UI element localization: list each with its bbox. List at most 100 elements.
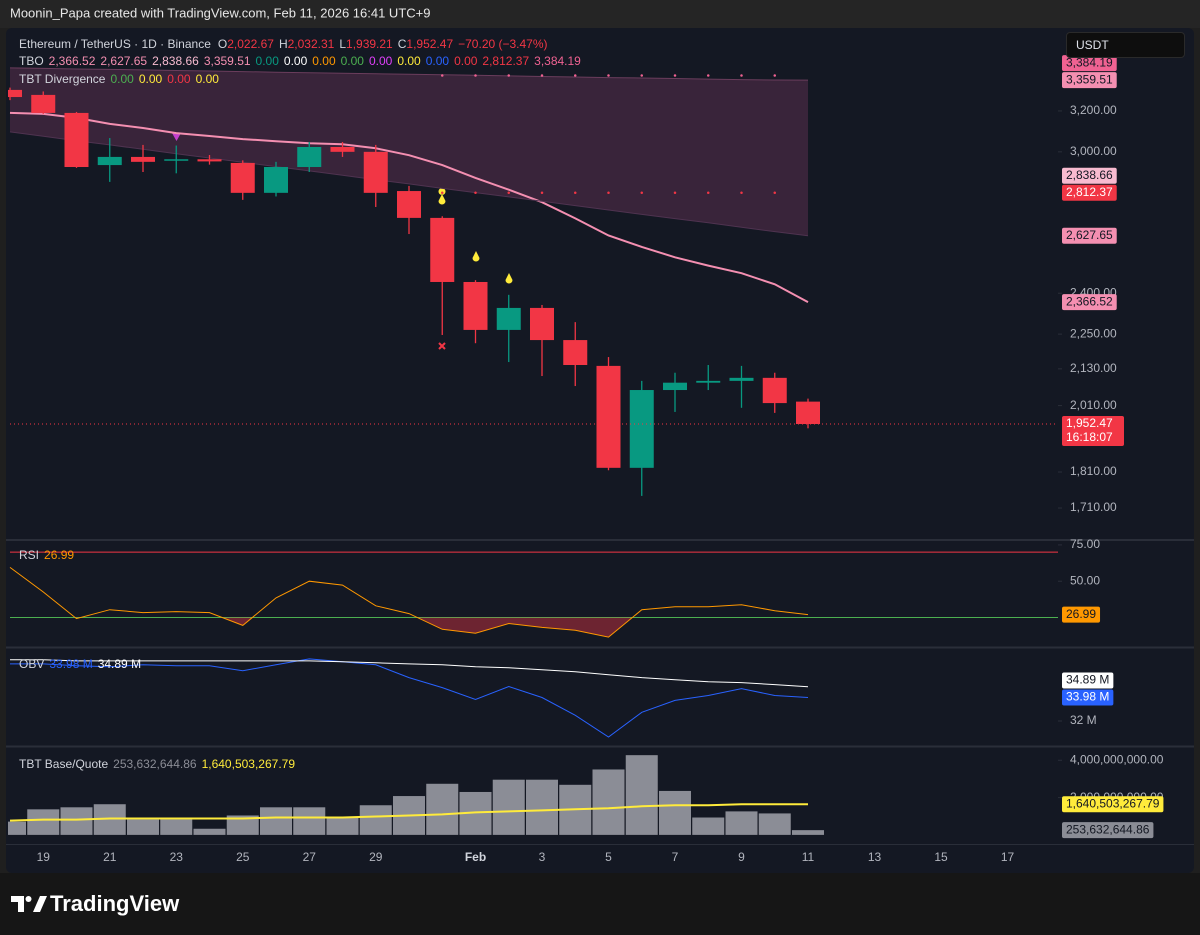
y-tick-label: 2,250.00 [1070,326,1117,340]
y-tick-label: 3,000.00 [1070,144,1117,158]
indicator-value: 0.00 [110,72,134,86]
x-tick-label: 27 [303,850,317,864]
currency-selector[interactable]: USDT [1066,32,1185,58]
indicator-name: TBT Divergence [19,72,106,86]
indicator-value: 26.99 [44,548,75,562]
indicator-line [9,566,809,638]
x-tick-label: 21 [103,850,117,864]
indicator-value: 34.89 M [97,657,142,671]
candle-body [97,156,122,166]
candle-body [230,162,255,193]
indicator-line [10,658,809,738]
candle-body [131,156,155,162]
countdown: 16:18:07 [1066,430,1113,444]
candle-body [663,382,687,391]
indicator-name: TBO [19,54,44,68]
legend: Ethereum / TetherUS · 1D · Binance O2,022… [19,36,548,52]
y-tick-label: 2,010.00 [1070,398,1117,412]
indicator-value: 0.00 [312,54,336,68]
y-tick-label: 1,810.00 [1070,464,1117,478]
logo-mark [25,896,32,902]
signal-markers [172,133,513,350]
price-tag-box [1062,689,1114,706]
indicator-value: 1,640,503,267.79 [201,757,295,771]
price-tag-label: 34.89 M [1066,673,1109,687]
price-tag: 26.99 [1062,606,1101,623]
indicator-value: 2,366.52 [48,54,96,68]
x-tick-label: 7 [672,850,679,864]
indicator-name: TBT Base/Quote [19,757,109,771]
bar [659,790,691,835]
price-tag: 34.89 M [1062,672,1114,689]
candle-body [762,377,787,404]
candle-body [31,94,56,113]
signal-marker [172,133,181,141]
bar [326,817,359,835]
indicator-value: 3,359.51 [203,54,251,68]
last-price-label: 1,952.47 [1066,416,1113,430]
price-tag: 2,366.52 [1062,294,1117,311]
candle-body [363,151,388,193]
ohlc-key: C [397,37,407,51]
candle-body [330,146,355,152]
legend: OBV 33.98 M 34.89 M [19,656,141,672]
ohlc-key: L [339,37,347,51]
y-tick-label: 1,710.00 [1070,500,1117,514]
bar [193,828,226,835]
oversold-fill [10,617,808,638]
last-price-box [1062,416,1124,447]
header-text: Moonin_Papa created with TradingView.com… [10,5,430,20]
indicator-value: 2,838.66 [152,54,199,68]
price-tag-label: 2,838.66 [1066,168,1113,182]
pane [10,658,809,738]
indicator-line [9,111,809,303]
bar [8,821,26,835]
indicator-value: 3,384.19 [534,54,581,68]
price-tag-label: 33.98 M [1066,690,1109,704]
bar [293,807,326,835]
y-tick-label: 4,000,000,000.00 [1070,752,1164,766]
bar [260,807,292,835]
signal-marker [505,273,513,284]
indicator-value: 0.00 [454,54,478,68]
price-tag-box [1062,796,1164,813]
candle-body [729,377,754,381]
change-label: −70.20 (−3.47%) [458,37,548,51]
indicator-value: 33.98 M [49,657,93,671]
bar [226,815,259,835]
legend: TBO 2,366.52 2,627.65 2,838.66 3,359.51 0.00 0… [19,53,581,69]
indicator-value: 2,812.37 [482,54,530,68]
indicator-value: 0.00 [425,54,450,68]
price-tag: 3,359.51 [1062,72,1117,89]
candle-body [463,281,488,330]
indicator-line [9,803,809,822]
candle-body [629,390,654,468]
indicator-value: 253,632,644.86 [113,757,197,771]
price-tag: 2,838.66 [1062,167,1117,184]
price-tag-box [1062,167,1117,184]
legend: TBT Divergence 0.00 0.00 0.00 0.00 [19,71,219,87]
signal-marker [438,188,446,205]
logo-mark [11,896,24,912]
price-tag-label: 2,812.37 [1066,185,1113,199]
price-tag-box [1062,55,1117,72]
price-tag: 253,632,644.86 [1062,822,1154,839]
bar [692,817,725,835]
signal-marker [438,342,446,350]
candle-body [297,146,322,168]
y-tick-label: 3,200.00 [1070,103,1117,117]
price-tag-label: 3,359.51 [1066,72,1113,86]
ohlc-item: H2,032.31 [279,37,334,51]
ohlc-value: 2,032.31 [287,37,335,51]
bar [426,783,459,835]
x-tick-label: 13 [868,850,882,864]
price-tag-label: 253,632,644.86 [1066,822,1150,836]
x-tick-label: 23 [170,850,184,864]
y-tick-label: 32 M [1070,713,1097,727]
bar [625,755,658,835]
top-bar [0,0,1200,28]
indicator-line [10,659,809,688]
price-tag: 33.98 M [1062,689,1114,706]
